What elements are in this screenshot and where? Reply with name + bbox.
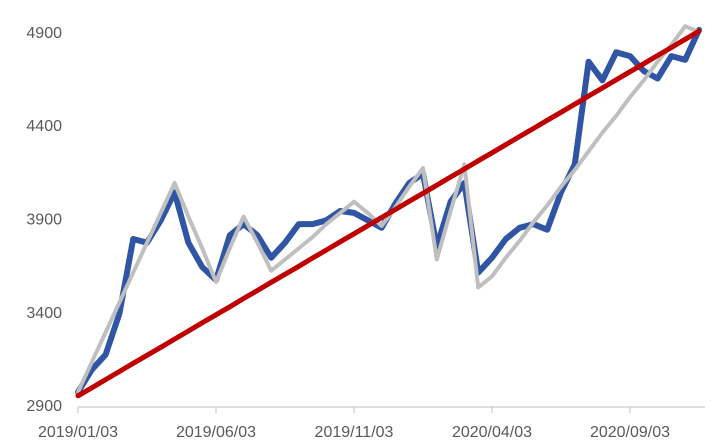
x-tick-label: 2019/01/03	[38, 424, 118, 441]
x-tick-label: 2020/04/03	[452, 424, 532, 441]
x-tick-label: 2020/09/03	[590, 424, 670, 441]
y-tick-label: 3900	[26, 212, 62, 229]
y-tick-label: 4900	[26, 25, 62, 42]
y-tick-label: 3400	[26, 305, 62, 322]
x-tick-label: 2019/11/03	[315, 424, 394, 441]
y-tick-label: 2900	[26, 398, 62, 415]
series-line	[75, 28, 702, 399]
x-tick-label: 2019/06/03	[176, 424, 256, 441]
series-line	[76, 24, 701, 395]
y-tick-label: 4400	[26, 118, 62, 135]
